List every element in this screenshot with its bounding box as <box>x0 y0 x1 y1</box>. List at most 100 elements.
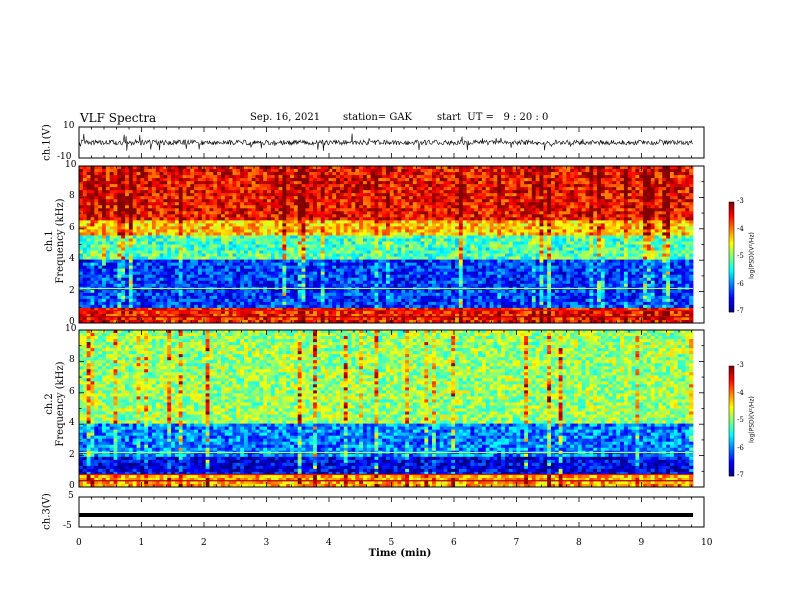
ch1-spec-cell <box>182 199 187 203</box>
ch1-spec-cell <box>386 187 391 191</box>
ch1-spec-cell <box>190 199 195 203</box>
ch1-spec-cell <box>320 256 325 260</box>
ch1-spec-cell <box>339 208 345 212</box>
ch1-spec-cell <box>351 199 356 203</box>
ch1-spec-cell <box>382 190 387 194</box>
ch1-spec-cell <box>420 214 425 218</box>
ch1-spec-cell <box>293 187 299 191</box>
ch1-spec-cell <box>236 307 241 312</box>
ch1-spec-cell <box>247 172 253 176</box>
ch1-spec-cell <box>113 268 118 273</box>
ch1-spec-cell <box>332 205 337 209</box>
ch1-spec-cell <box>186 277 191 282</box>
ch1-spec-cell <box>251 292 256 297</box>
ch1-spec-cell <box>435 289 441 294</box>
ch1-spec-cell <box>309 193 314 197</box>
ch1-spec-cell <box>309 223 314 227</box>
ch1-spec-cell <box>94 184 99 188</box>
ch1-spec-cell <box>290 205 295 209</box>
ch1-spec-cell <box>263 241 268 245</box>
ch1-spec-cell <box>125 295 130 300</box>
ch1-spec-cell <box>282 274 287 279</box>
ch1-spec-cell <box>244 199 249 203</box>
ch1-spec-cell <box>259 301 264 306</box>
ch1-spec-cell <box>228 235 233 239</box>
ch1-spec-cell <box>351 259 356 264</box>
ch1-spec-cell <box>125 247 130 251</box>
ch1-spec-cell <box>182 223 187 227</box>
ch1-spec-cell <box>113 217 118 221</box>
ch1-spec-cell <box>86 196 91 200</box>
ch1-spec-cell <box>343 253 349 257</box>
ch1-spec-cell <box>270 175 276 179</box>
ch1-spec-cell <box>197 271 203 276</box>
ch1-spec-cell <box>144 250 149 254</box>
ch1-spec-cell <box>290 268 295 273</box>
ch1-spec-cell <box>159 187 164 191</box>
ch1-spec-cell <box>90 223 95 227</box>
ch1-spec-cell <box>343 196 349 200</box>
ch1-spec-cell <box>362 283 368 288</box>
ch1-spec-cell <box>443 316 448 321</box>
ch1-spec-cell <box>220 235 226 239</box>
ch1-spec-cell <box>132 223 137 227</box>
ch1-spec-cell <box>267 295 272 300</box>
ch1-spec-cell <box>90 262 95 267</box>
ch1-spec-cell <box>163 253 168 257</box>
ch1-spec-cell <box>328 301 333 306</box>
ch1-spec-cell <box>332 169 337 173</box>
ch1-spec-cell <box>128 283 134 288</box>
ch1-spec-cell <box>174 241 180 245</box>
ch1-spec-cell <box>109 289 114 294</box>
ch1-spec-cell <box>362 241 368 245</box>
ch1-spec-cell <box>232 295 237 300</box>
ch1-spec-cell <box>297 319 302 324</box>
ch1-spec-cell <box>332 166 337 170</box>
ch1-spec-cell <box>259 235 264 239</box>
ch1-spec-cell <box>397 241 402 245</box>
ch1-spec-cell <box>197 208 203 212</box>
ch1-spec-cell <box>125 205 130 209</box>
ch1-spec-cell <box>247 295 253 300</box>
ch1-spec-cell <box>220 193 226 197</box>
ch1-spec-cell <box>435 241 441 245</box>
ch1-spec-cell <box>178 208 184 212</box>
ch1-spec-cell <box>144 262 149 267</box>
ch1-spec-cell <box>309 247 314 251</box>
ch1-spec-cell <box>102 310 107 315</box>
ch1-spec-cell <box>401 256 406 260</box>
ch1-spec-cell <box>186 196 191 200</box>
ch1-spec-cell <box>220 298 226 303</box>
ch1-spec-cell <box>209 238 214 242</box>
ch1-spec-cell <box>217 181 222 185</box>
ch1-spec-cell <box>432 235 437 239</box>
ch1-spec-cell <box>117 256 122 260</box>
ch1-spec-cell <box>409 208 414 212</box>
ch1-spec-cell <box>401 271 406 276</box>
ch1-spec-cell <box>128 292 134 297</box>
ch1-spec-cell <box>378 199 383 203</box>
ch1-spec-cell <box>378 307 383 312</box>
ch1-spec-cell <box>389 268 395 273</box>
ch1-spec-cell <box>247 316 253 321</box>
ch1-spec-cell <box>401 247 406 251</box>
ch1-spec-cell <box>274 193 279 197</box>
ch1-spec-cell <box>297 313 302 318</box>
ch1-spec-cell <box>86 295 91 300</box>
ch1-spec-cell <box>324 316 329 321</box>
ch1-spec-cell <box>393 187 398 191</box>
ch1-spec-cell <box>328 226 333 230</box>
ch1-spec-cell <box>209 241 214 245</box>
ch1-spec-cell <box>274 208 279 212</box>
ch1-spec-cell <box>174 223 180 227</box>
ch1-spec-cell <box>86 205 91 209</box>
ch1-spec-cell <box>220 226 226 230</box>
ch1-spec-cell <box>151 217 157 221</box>
ch1-spec-cell <box>355 316 360 321</box>
ch1-spec-cell <box>293 313 299 318</box>
ch1-spec-cell <box>240 256 245 260</box>
ch1-spec-cell <box>420 196 425 200</box>
ch1-spec-cell <box>282 229 287 233</box>
ch1-spec-cell <box>366 304 372 309</box>
ch1-spec-cell <box>186 166 191 170</box>
